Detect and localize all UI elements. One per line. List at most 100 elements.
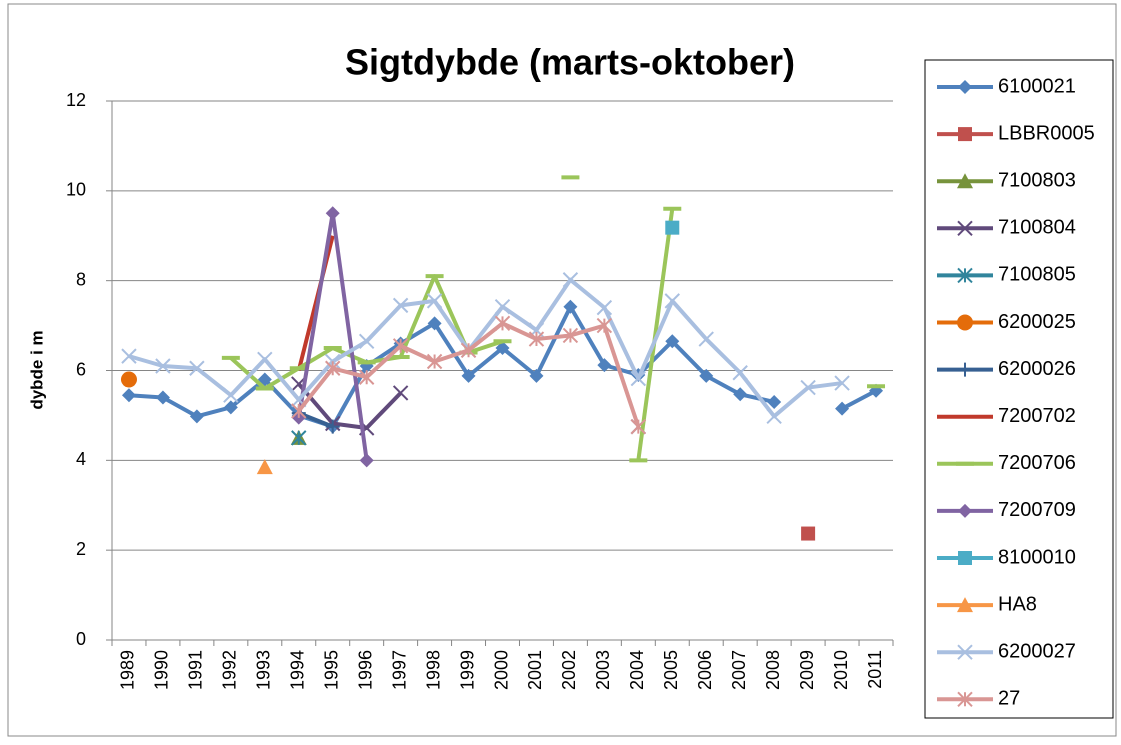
data-marker (291, 430, 307, 446)
data-marker (121, 348, 137, 364)
data-marker (461, 368, 476, 383)
data-marker (834, 375, 850, 391)
legend-label: 7200702 (998, 405, 1076, 427)
legend-marker (957, 644, 973, 660)
data-marker (392, 338, 409, 354)
x-tick-label: 2009 (797, 650, 817, 690)
data-marker (358, 333, 375, 350)
legend-label: 7100804 (998, 217, 1076, 239)
data-marker (801, 526, 816, 541)
y-tick-label: 2 (76, 539, 86, 559)
data-marker (766, 408, 782, 425)
legend-marker (957, 314, 973, 331)
legend-label: 6200025 (998, 311, 1076, 333)
legend-marker (958, 551, 972, 565)
data-marker (800, 379, 816, 396)
legend-marker (958, 127, 972, 142)
x-tick-label: 2006 (695, 650, 715, 690)
data-marker (562, 272, 579, 288)
x-tick-label: 1994 (288, 650, 308, 690)
legend-label: 6200026 (998, 358, 1076, 380)
data-marker (120, 371, 137, 388)
y-tick-label: 4 (76, 449, 86, 469)
data-marker (223, 400, 238, 415)
data-marker (630, 418, 647, 435)
legend-label: LBBR0005 (998, 122, 1095, 144)
x-tick-label: 2007 (729, 650, 749, 690)
data-marker (189, 409, 204, 424)
x-tick-label: 1996 (355, 650, 375, 690)
x-tick-label: 1998 (423, 650, 443, 690)
series-line (297, 382, 403, 430)
y-tick-label: 8 (76, 269, 86, 289)
x-tick-label: 1997 (389, 650, 409, 690)
data-marker (392, 297, 409, 314)
data-marker (359, 453, 374, 468)
data-marker (257, 351, 273, 367)
legend-label: HA8 (998, 593, 1037, 615)
data-marker (121, 388, 136, 403)
legend-label: 8100010 (998, 546, 1076, 568)
chart-title: Sigtdybde (marts-oktober) (345, 42, 795, 83)
legend-marker (957, 267, 973, 284)
data-marker (630, 370, 647, 387)
legend-marker (958, 80, 972, 94)
x-tick-label: 1991 (186, 650, 206, 690)
data-marker (698, 331, 714, 347)
x-tick-label: 2000 (491, 650, 511, 690)
legend-label: 7200709 (998, 499, 1076, 521)
legend-marker (957, 597, 973, 613)
x-tick-label: 2003 (593, 650, 613, 690)
legend-marker (957, 220, 973, 237)
data-marker (256, 459, 273, 475)
legend-label: 6100021 (998, 75, 1076, 97)
legend-box (924, 59, 1114, 719)
legend-label: 7100803 (998, 169, 1076, 191)
data-marker (325, 419, 340, 434)
data-marker (732, 365, 748, 381)
series-line (128, 304, 775, 429)
data-marker (528, 331, 545, 347)
y-axis-label: dybde i m (27, 330, 46, 409)
data-marker (358, 369, 375, 385)
y-tick-label: 12 (66, 90, 86, 110)
data-marker (426, 353, 443, 370)
data-marker (494, 315, 511, 332)
data-marker (392, 385, 409, 401)
legend-label: 6200027 (998, 640, 1076, 662)
x-tick-label: 2001 (525, 650, 545, 690)
x-tick-label: 2008 (763, 650, 783, 690)
data-marker (597, 358, 612, 373)
data-marker (325, 206, 340, 221)
data-marker (596, 299, 613, 316)
data-marker (835, 401, 850, 416)
x-tick-label: 1990 (152, 650, 172, 690)
data-marker (596, 317, 613, 334)
data-marker (291, 403, 307, 419)
data-marker (699, 368, 714, 383)
x-tick-label: 1993 (254, 650, 274, 690)
y-tick-label: 0 (76, 629, 86, 649)
x-tick-label: 2004 (627, 650, 647, 690)
x-tick-label: 1999 (457, 650, 477, 690)
data-marker (460, 342, 477, 358)
legend-marker (958, 503, 972, 518)
data-marker (189, 360, 205, 376)
data-marker (665, 334, 680, 349)
data-marker (563, 299, 578, 314)
legend-marker (957, 173, 973, 189)
legend-marker (958, 362, 972, 377)
data-marker (767, 394, 782, 409)
data-marker (427, 316, 442, 331)
x-tick-label: 1995 (321, 650, 341, 690)
legend-label: 7200706 (998, 452, 1076, 474)
x-tick-label: 1989 (118, 650, 138, 690)
data-marker (155, 358, 171, 374)
data-marker (664, 293, 680, 309)
x-tick-label: 2011 (865, 650, 885, 689)
data-marker (665, 220, 680, 235)
data-marker (494, 299, 511, 315)
series-line (841, 388, 877, 411)
x-tick-label: 2010 (831, 650, 851, 690)
